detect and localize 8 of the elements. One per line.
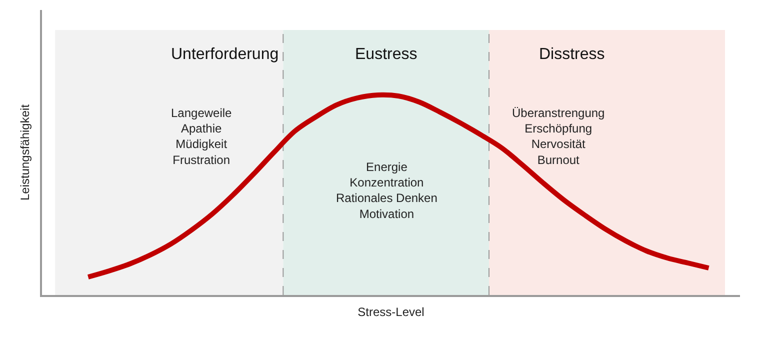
annotation: Langeweile Apathie Müdigkeit Frustration [171, 106, 232, 167]
x-axis-title: Stress-Level [358, 305, 424, 320]
text: Disstress [539, 46, 605, 63]
text: Eustress [355, 46, 418, 63]
text: Unterforderung [171, 46, 279, 63]
y-axis-title: Leistungsfähigkeit [18, 104, 32, 201]
annotation: Energie Konzentration Rationales Denken Motivation [336, 160, 438, 221]
annotation: Überanstrengung Erschöpfung Nervosität Burnout [512, 106, 605, 167]
